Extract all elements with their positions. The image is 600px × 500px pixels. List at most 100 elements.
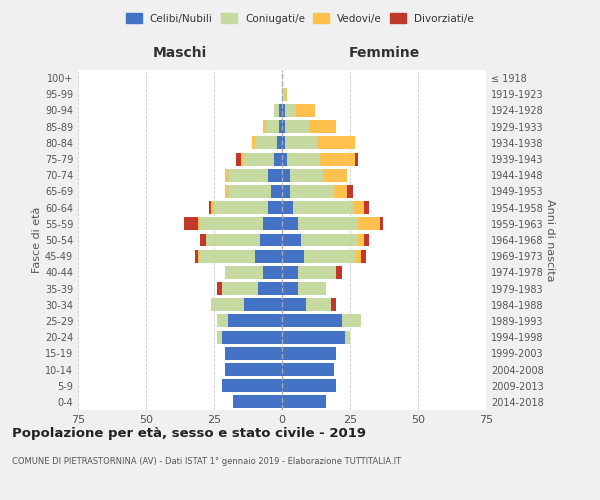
Bar <box>266 120 279 133</box>
Bar <box>236 152 241 166</box>
Bar <box>197 250 200 262</box>
Text: Femmine: Femmine <box>349 46 419 60</box>
Bar <box>214 201 268 214</box>
Bar <box>320 152 355 166</box>
Bar <box>274 104 279 117</box>
Bar <box>290 185 334 198</box>
Bar <box>285 88 287 101</box>
Bar <box>282 185 290 198</box>
Bar <box>358 234 364 246</box>
Text: Popolazione per età, sesso e stato civile - 2019: Popolazione per età, sesso e stato civil… <box>12 428 366 440</box>
Bar <box>282 136 285 149</box>
Bar <box>298 282 326 295</box>
Bar <box>380 218 383 230</box>
Bar <box>282 298 307 311</box>
Bar <box>282 347 337 360</box>
Bar <box>241 152 244 166</box>
Bar <box>211 298 244 311</box>
Bar <box>244 152 274 166</box>
Bar <box>227 169 268 181</box>
Bar <box>298 218 358 230</box>
Bar <box>225 266 263 279</box>
Bar <box>200 234 206 246</box>
Bar <box>344 330 350 344</box>
Bar <box>317 136 355 149</box>
Bar <box>282 234 301 246</box>
Bar <box>334 185 347 198</box>
Bar <box>222 330 282 344</box>
Bar <box>355 250 361 262</box>
Bar <box>263 120 266 133</box>
Bar <box>323 169 347 181</box>
Bar <box>227 185 271 198</box>
Text: Maschi: Maschi <box>153 46 207 60</box>
Bar <box>331 298 337 311</box>
Bar <box>217 314 227 328</box>
Bar <box>222 282 257 295</box>
Bar <box>290 169 323 181</box>
Bar <box>347 185 353 198</box>
Bar <box>355 152 358 166</box>
Bar <box>225 347 282 360</box>
Bar <box>282 201 293 214</box>
Bar <box>282 266 298 279</box>
Bar <box>225 185 227 198</box>
Bar <box>263 218 282 230</box>
Bar <box>293 201 353 214</box>
Bar <box>282 88 285 101</box>
Bar <box>206 234 260 246</box>
Bar <box>282 152 287 166</box>
Bar <box>285 104 296 117</box>
Bar <box>282 120 285 133</box>
Bar <box>358 218 380 230</box>
Bar <box>301 234 358 246</box>
Bar <box>274 152 282 166</box>
Bar <box>200 218 263 230</box>
Bar <box>353 201 364 214</box>
Bar <box>282 104 285 117</box>
Bar <box>285 120 309 133</box>
Bar <box>225 363 282 376</box>
Bar <box>296 104 314 117</box>
Bar <box>282 396 326 408</box>
Bar <box>184 218 197 230</box>
Bar <box>197 218 200 230</box>
Bar <box>217 282 222 295</box>
Text: COMUNE DI PIETRASTORNINA (AV) - Dati ISTAT 1° gennaio 2019 - Elaborazione TUTTIT: COMUNE DI PIETRASTORNINA (AV) - Dati IST… <box>12 458 401 466</box>
Bar <box>211 201 214 214</box>
Bar <box>222 379 282 392</box>
Bar <box>263 266 282 279</box>
Legend: Celibi/Nubili, Coniugati/e, Vedovi/e, Divorziati/e: Celibi/Nubili, Coniugati/e, Vedovi/e, Di… <box>123 10 477 26</box>
Bar <box>277 136 282 149</box>
Bar <box>282 379 337 392</box>
Bar <box>268 201 282 214</box>
Bar <box>271 185 282 198</box>
Y-axis label: Fasce di età: Fasce di età <box>32 207 42 273</box>
Bar <box>255 136 277 149</box>
Bar <box>282 363 334 376</box>
Bar <box>285 136 317 149</box>
Bar <box>282 282 298 295</box>
Bar <box>282 169 290 181</box>
Bar <box>252 136 255 149</box>
Bar <box>287 152 320 166</box>
Bar <box>307 298 331 311</box>
Bar <box>227 314 282 328</box>
Bar <box>209 201 211 214</box>
Bar <box>255 250 282 262</box>
Bar <box>233 396 282 408</box>
Bar <box>298 266 337 279</box>
Bar <box>304 250 355 262</box>
Bar <box>364 201 369 214</box>
Bar <box>279 104 282 117</box>
Bar <box>279 120 282 133</box>
Bar <box>260 234 282 246</box>
Bar <box>282 330 344 344</box>
Bar <box>282 250 304 262</box>
Bar <box>225 169 227 181</box>
Bar <box>361 250 367 262</box>
Bar <box>195 250 197 262</box>
Bar <box>364 234 369 246</box>
Bar <box>268 169 282 181</box>
Bar <box>257 282 282 295</box>
